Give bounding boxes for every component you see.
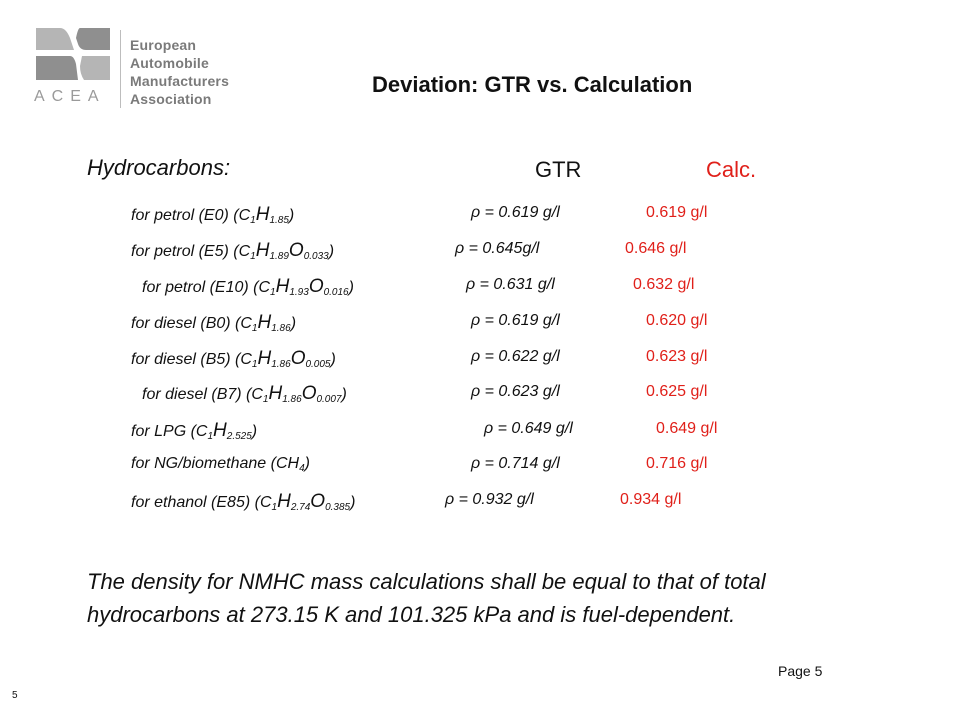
formula-subscript: 0.033	[303, 251, 329, 262]
formula-subscript: 1	[250, 251, 256, 262]
calc-value: 0.934 g/l	[620, 491, 682, 508]
fuel-label: for petrol (E5) (C1H1.89O0.033)	[131, 240, 334, 262]
gtr-value: ρ = 0.714 g/l	[471, 455, 560, 472]
fuel-name: for diesel (B7) (C	[142, 386, 263, 403]
formula-close: )	[304, 455, 310, 472]
column-header-gtr: GTR	[535, 157, 582, 182]
formula-element: H	[268, 383, 283, 404]
formula-subscript: 1.85	[269, 215, 289, 226]
gtr-value: ρ = 0.645g/l	[455, 240, 540, 257]
logo-org-line: Automobile	[130, 55, 209, 71]
page-label: Page 5	[778, 663, 823, 679]
formula-element: H	[277, 491, 291, 512]
formula-subscript: 1.93	[289, 287, 309, 298]
formula-subscript: 0.007	[316, 394, 342, 405]
formula-element: O	[301, 383, 317, 404]
calc-value: 0.619 g/l	[646, 204, 708, 221]
fuel-label: for petrol (E0) (C1H1.85)	[131, 204, 294, 226]
calc-value: 0.620 g/l	[646, 312, 708, 329]
formula-close: )	[350, 494, 356, 511]
calc-value: 0.623 g/l	[646, 348, 708, 365]
column-header-calc: Calc.	[706, 157, 757, 182]
fuel-name: for diesel (B0) (C	[131, 315, 252, 332]
formula-subscript: 0.016	[323, 287, 349, 298]
logo-org-line: European	[130, 37, 197, 53]
fuel-label: for diesel (B5) (C1H1.86O0.005)	[131, 348, 336, 370]
calc-value: 0.625 g/l	[646, 383, 708, 400]
fuel-label: for LPG (C1H2.525)	[131, 420, 257, 442]
formula-subscript: 1	[271, 502, 278, 513]
formula-subscript: 2.525	[226, 431, 252, 442]
formula-element: H	[257, 312, 272, 333]
formula-element: O	[288, 240, 304, 261]
formula-subscript: 0.385	[325, 502, 351, 513]
gtr-value: ρ = 0.619 g/l	[471, 312, 560, 329]
note-line: The density for NMHC mass calculations s…	[87, 569, 766, 594]
fuel-name: for petrol (E0) (C	[131, 207, 251, 224]
calc-value: 0.646 g/l	[625, 240, 687, 257]
formula-element: O	[290, 348, 306, 369]
formula-subscript: 1	[250, 215, 256, 226]
acea-emblem-icon	[36, 28, 110, 80]
gtr-value: ρ = 0.649 g/l	[484, 420, 573, 437]
formula-subscript: 1	[207, 431, 214, 442]
gtr-value: ρ = 0.622 g/l	[471, 348, 560, 365]
logo-divider	[120, 30, 121, 108]
fuel-label: for NG/biomethane (CH4)	[131, 455, 310, 474]
density-note: The density for NMHC mass calculations s…	[87, 565, 766, 631]
gtr-value: ρ = 0.619 g/l	[471, 204, 560, 221]
formula-close: )	[290, 315, 297, 332]
formula-close: )	[288, 207, 295, 224]
formula-element: H	[255, 240, 270, 261]
formula-subscript: 1	[270, 287, 276, 298]
fuel-label: for petrol (E10) (C1H1.93O0.016)	[142, 276, 354, 298]
formula-close: )	[348, 279, 354, 296]
gtr-value: ρ = 0.932 g/l	[445, 491, 534, 508]
slide-number: 5	[12, 690, 18, 701]
formula-close: )	[330, 351, 336, 368]
fuel-label: for diesel (B0) (C1H1.86)	[131, 312, 296, 334]
fuel-label: for diesel (B7) (C1H1.86O0.007)	[142, 383, 347, 405]
formula-element: O	[310, 491, 326, 512]
formula-subscript: 4	[299, 463, 305, 474]
logo-org-line: Association	[130, 91, 212, 107]
formula-subscript: 0.005	[305, 359, 331, 370]
formula-subscript: 1	[251, 359, 258, 370]
formula-element: H	[255, 204, 270, 225]
calc-value: 0.716 g/l	[646, 455, 708, 472]
formula-close: )	[251, 423, 258, 440]
calc-value: 0.632 g/l	[633, 276, 695, 293]
formula-element: H	[213, 420, 227, 441]
gtr-value: ρ = 0.631 g/l	[466, 276, 555, 293]
slide-title: Deviation: GTR vs. Calculation	[372, 72, 693, 97]
section-label: Hydrocarbons:	[87, 155, 231, 180]
logo-acronym: ACEA	[34, 88, 106, 105]
formula-element: O	[308, 276, 324, 297]
calc-value: 0.649 g/l	[656, 420, 718, 437]
note-line: hydrocarbons at 273.15 K and 101.325 kPa…	[87, 602, 736, 627]
formula-element: H	[275, 276, 290, 297]
acea-logo: ACEA European Automobile Manufacturers A…	[30, 24, 240, 112]
fuel-name: for diesel (B5) (C	[131, 351, 252, 368]
logo-org-line: Manufacturers	[130, 73, 230, 89]
fuel-name: for NG/biomethane (CH	[131, 455, 300, 472]
formula-subscript: 1	[251, 323, 258, 334]
fuel-name: for LPG (C	[131, 423, 208, 440]
formula-subscript: 1.86	[271, 359, 291, 370]
fuel-label: for ethanol (E85) (C1H2.74O0.385)	[131, 491, 355, 513]
formula-subscript: 1.86	[282, 394, 302, 405]
fuel-name: for petrol (E10) (C	[142, 279, 271, 296]
formula-close: )	[328, 243, 335, 260]
formula-subscript: 2.74	[290, 502, 311, 513]
gtr-value: ρ = 0.623 g/l	[471, 383, 560, 400]
fuel-name: for petrol (E5) (C	[131, 243, 251, 260]
fuel-name: for ethanol (E85) (C	[131, 494, 272, 511]
formula-subscript: 1.86	[271, 323, 291, 334]
formula-element: H	[257, 348, 272, 369]
formula-close: )	[341, 386, 347, 403]
formula-subscript: 1.89	[269, 251, 289, 262]
formula-subscript: 1	[262, 394, 269, 405]
